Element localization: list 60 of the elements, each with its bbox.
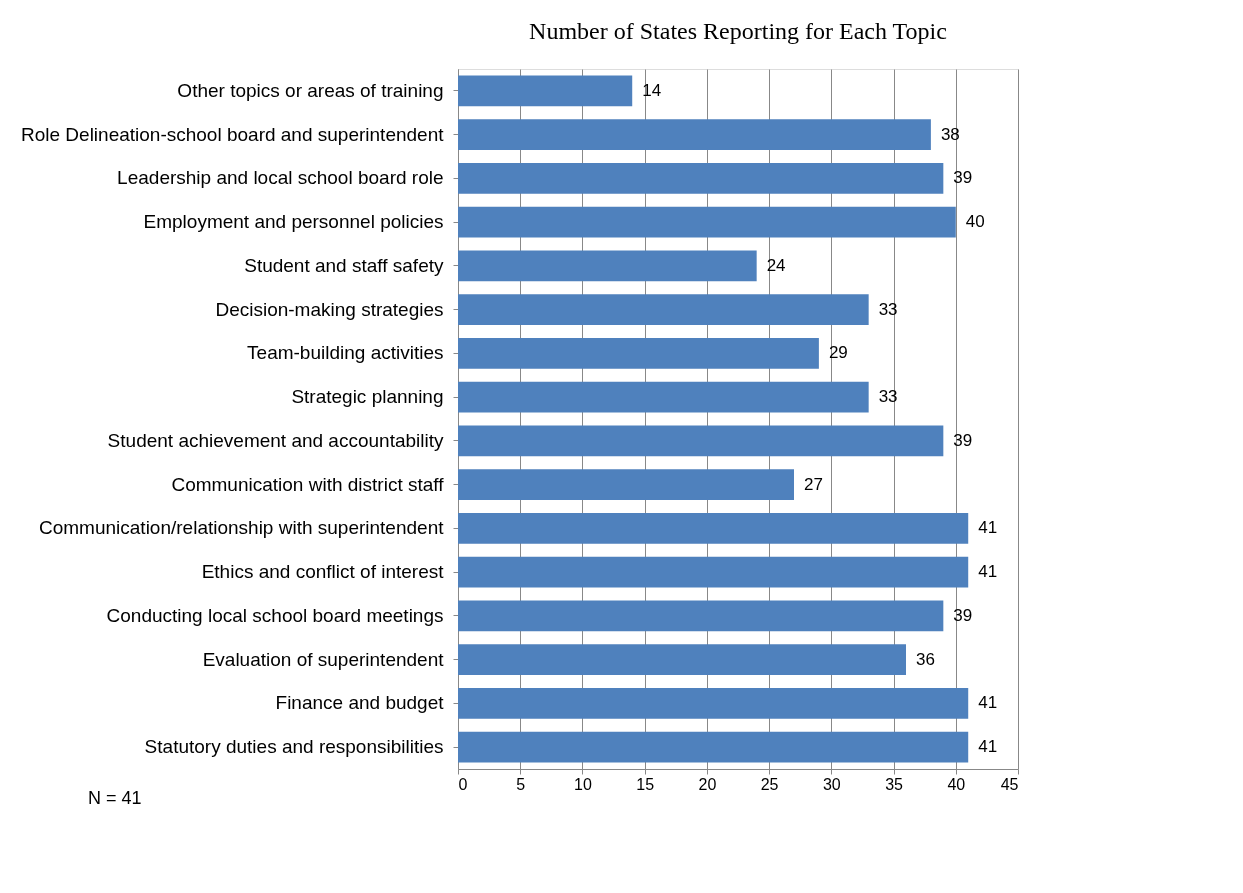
y-tick-label: Strategic planning [291,386,444,408]
x-tick-label: 15 [636,775,655,793]
data-label: 40 [965,212,985,232]
bar [458,425,944,457]
y-tick-label: Student and staff safety [244,254,444,276]
y-tick-label: Conducting local school board meetings [106,604,444,626]
data-label: 29 [828,343,848,363]
x-tick-label: 30 [822,775,841,793]
bar [458,381,869,413]
x-tick-label: 25 [760,775,779,793]
bar [458,163,944,194]
x-tick-label: 5 [516,775,526,793]
data-label: 39 [953,605,973,625]
y-tick-label: Other topics or areas of training [177,79,444,101]
y-tick-label: Communication with district staff [171,473,445,495]
x-tick-label: 45 [1000,775,1019,793]
bar [458,206,956,238]
y-tick-label: Finance and budget [275,692,445,714]
data-label: 41 [978,737,998,757]
x-tick-label: 10 [574,775,592,793]
x-tick-label: 20 [698,775,717,793]
bar [458,556,969,588]
data-label: 41 [978,518,998,538]
bar [458,513,969,544]
data-label: 38 [940,124,960,144]
chart-title: Number of States Reporting for Each Topic [529,18,947,44]
data-label: 39 [953,168,973,188]
data-label: 33 [878,387,898,407]
y-tick-label: Employment and personnel policies [143,211,444,233]
y-tick-label: Student achievement and accountability [107,429,444,451]
bar [458,688,969,719]
data-label: 24 [766,255,786,275]
bar [458,731,969,763]
bar [458,119,931,150]
y-tick-label: Team-building activities [247,342,444,364]
x-tick-label: 40 [947,775,966,793]
data-label: 41 [978,562,998,582]
bar [458,600,944,632]
y-tick-label: Role Delineation-school board and superintendent [20,123,445,145]
bar [458,338,819,369]
data-label: 33 [878,299,898,319]
y-tick-label: Communication/relationship with superintendent [38,517,445,539]
y-tick-label: Statutory duties and responsibilities [144,736,444,758]
text: N = 41 [88,788,142,808]
bar [458,294,869,325]
data-label: 41 [978,693,998,713]
bar [458,75,633,107]
x-tick-label: 35 [885,775,904,793]
data-label: 36 [916,649,935,669]
y-tick-label: Leadership and local school board role [117,167,444,189]
y-tick-label: Decision-making strategies [215,298,444,320]
data-label: 27 [804,474,823,494]
data-label: 14 [642,80,662,100]
bar [458,469,794,500]
x-tick-label: 0 [458,775,468,793]
y-tick-label: Ethics and conflict of interest [201,561,445,583]
y-tick-label: Evaluation of superintendent [202,648,445,670]
data-label: 39 [953,430,973,450]
bar [458,644,906,675]
bar [458,250,757,282]
